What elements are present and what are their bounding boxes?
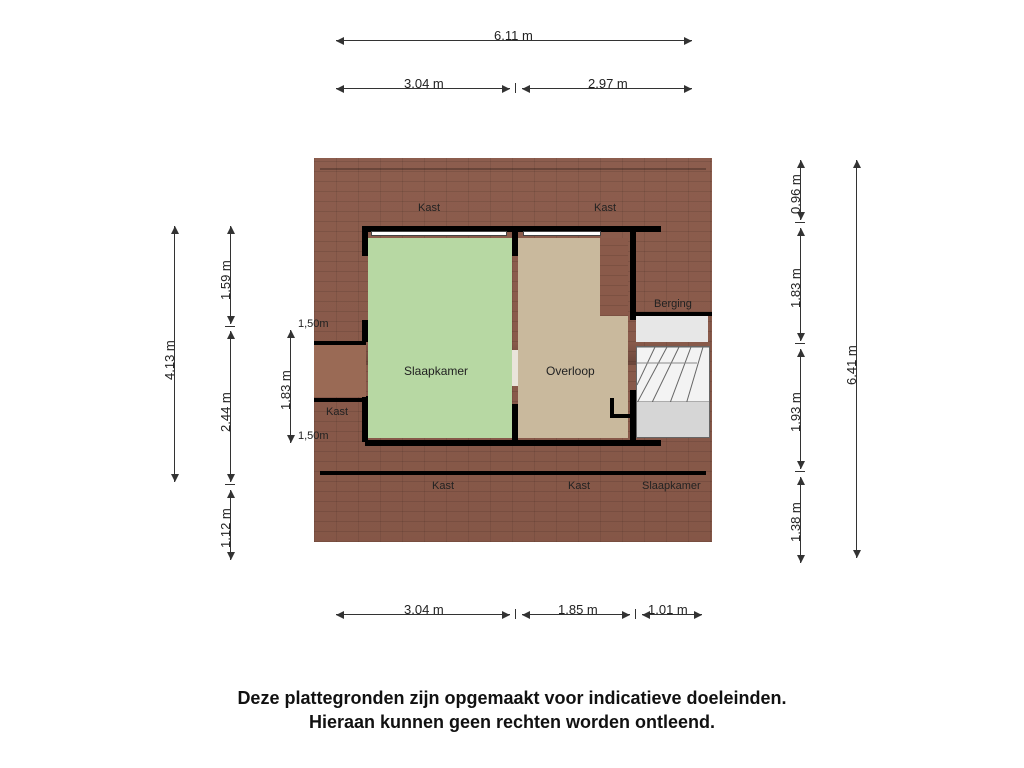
label-slaapkamer-main: Slaapkamer [404,364,468,378]
dim-right-3: 1.93 m [788,392,803,432]
label-kast-tl: Kast [418,202,440,214]
label-kast-left: Kast [326,406,348,418]
tick-right-1 [795,222,805,223]
dim-bottom-mid: 1.85 m [558,602,598,617]
dim-top-total: 6.11 m [494,28,533,43]
berging-top [632,312,712,316]
tick-right-2 [795,343,805,344]
tick-bot-2 [635,609,636,619]
floorplan-diagram: 6.11 m 3.04 m 2.97 m 3.04 m 1.85 m 1.01 … [0,0,1024,768]
stairs [636,346,710,438]
dim-left-upper: 1.59 m [218,260,233,300]
beam-upper-cap [320,168,706,170]
hall-inner-step2 [610,414,630,418]
dim-bottom-right: 1.01 m [648,602,688,617]
dim-bottom-left: 3.04 m [404,602,444,617]
label-150b: 1,50m [298,430,329,442]
hall-cutout [600,238,628,316]
dim-left-total: 4.13 m [162,340,177,380]
label-kast-bm: Kast [568,480,590,492]
door-gap [512,350,518,386]
hall-inner-step [610,398,614,414]
tick-bot-1 [515,609,516,619]
dim-right-2: 1.83 m [788,268,803,308]
kast-left-top [314,341,366,345]
beam-bottom [320,471,706,475]
disclaimer-line1: Deze plattegronden zijn opgemaakt voor i… [0,688,1024,709]
dim-left-bottom: 1.12 m [218,508,233,548]
label-overloop: Overloop [546,364,595,378]
label-slaapkamer-2: Slaapkamer [642,480,701,492]
dim-left-lower: 2.44 m [218,392,233,432]
label-150a: 1,50m [298,318,329,330]
room-slaapkamer-main [368,238,512,438]
tick-right-3 [795,471,805,472]
label-kast-bl: Kast [432,480,454,492]
window-frame-right [524,232,600,235]
label-kast-tr: Kast [594,202,616,214]
label-berging: Berging [654,298,692,310]
dim-right-1: 0.96 m [788,174,803,214]
dim-inner-left: 1.83 m [278,370,293,410]
window-frame-left [372,232,506,235]
dim-right-4: 1.38 m [788,502,803,542]
tick-left-2 [225,484,235,485]
kast-left-bot [314,398,366,402]
kast-left-recess [314,343,366,397]
disclaimer-line2: Hieraan kunnen geen rechten worden ontle… [0,712,1024,733]
dim-right-total: 6.41 m [844,345,859,385]
dim-top-right: 2.97 m [588,76,628,91]
tick-left-1 [225,326,235,327]
plan-area: Slaapkamer Kast Overloop Berging [314,158,712,542]
dim-top-left: 3.04 m [404,76,444,91]
room-berging [636,316,708,342]
tick-top-mid [515,83,516,93]
wall-right-vert [630,226,636,320]
